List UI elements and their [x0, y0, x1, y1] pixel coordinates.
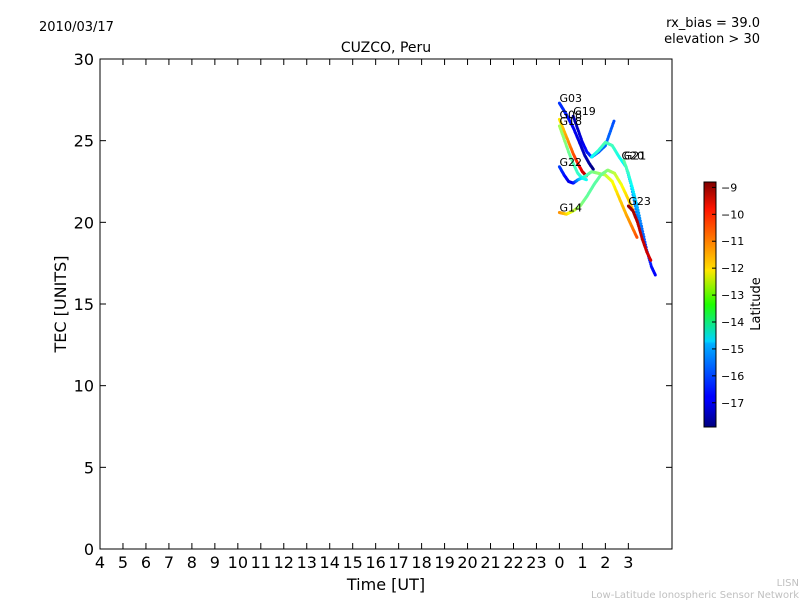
x-tick-label: 11	[251, 553, 271, 572]
tec-point	[638, 216, 642, 220]
x-tick-label: 10	[228, 553, 248, 572]
x-tick-label: 4	[95, 553, 105, 572]
colorbar-label: Latitude	[749, 277, 764, 331]
colorbar-tick-label: −12	[721, 262, 744, 275]
x-tick-label: 23	[526, 553, 546, 572]
x-axis: 4 5 6 7 8 9 10 11 12 13 14 15 16 17 18 19 20 21 22 23 0 1 2 3	[95, 59, 633, 572]
tec-point	[638, 219, 642, 223]
tec-point	[634, 201, 638, 205]
tec-point	[636, 208, 640, 212]
satellite-label: G14	[559, 202, 582, 215]
x-tick-label: 7	[164, 553, 174, 572]
tec-point	[635, 235, 639, 239]
tec-point	[639, 222, 643, 226]
y-tick-label: 5	[84, 458, 94, 477]
colorbar-tick-label: −9	[721, 181, 737, 194]
satellite-label: G20	[621, 149, 644, 162]
tec-point	[591, 167, 595, 171]
tec-point	[640, 227, 644, 231]
tec-point	[641, 232, 645, 236]
y-axis-label: TEC [UNITS]	[51, 256, 70, 354]
x-tick-label: 19	[434, 553, 454, 572]
y-tick-label: 15	[74, 295, 94, 314]
y-tick-label: 10	[74, 377, 94, 396]
x-tick-label: 8	[187, 553, 197, 572]
satellite-label: G19	[573, 105, 596, 118]
data-points	[557, 101, 657, 277]
colorbar-ticks: −9 −10 −11 −12 −13 −14 −15 −16 −17	[712, 181, 744, 410]
x-tick-label: 9	[210, 553, 220, 572]
y-tick-label: 30	[74, 50, 94, 69]
x-tick-label: 0	[554, 553, 564, 572]
x-tick-label: 15	[343, 553, 363, 572]
colorbar-tick-label: −16	[721, 370, 744, 383]
date-label: 2010/03/17	[39, 20, 114, 35]
x-tick-label: 22	[503, 553, 523, 572]
satellite-label: G22	[559, 156, 582, 169]
tec-point	[636, 206, 639, 210]
x-tick-label: 21	[480, 553, 500, 572]
x-axis-label: Time [UT]	[346, 575, 425, 594]
colorbar-tick-label: −11	[721, 235, 744, 248]
tec-point	[640, 224, 644, 228]
satellite-label: G21	[624, 149, 647, 162]
y-tick-label: 20	[74, 213, 94, 232]
chart-title: CUZCO, Peru	[341, 40, 431, 56]
tec-point	[637, 214, 641, 218]
x-tick-label: 1	[577, 553, 587, 572]
y-tick-label: 0	[84, 540, 94, 559]
colorbar-tick-label: −14	[721, 316, 744, 329]
satellite-label: G23	[628, 195, 651, 208]
tec-point	[633, 194, 637, 198]
x-tick-label: 12	[274, 553, 294, 572]
x-tick-label: 18	[411, 553, 431, 572]
x-tick-label: 3	[623, 553, 633, 572]
x-tick-label: 2	[600, 553, 610, 572]
colorbar-tick-label: −17	[721, 397, 744, 410]
x-tick-label: 20	[457, 553, 477, 572]
satellite-label: G18	[559, 115, 582, 128]
plot-area	[99, 58, 673, 550]
x-tick-label: 16	[365, 553, 385, 572]
satellite-label: G03	[559, 92, 582, 105]
rx-bias-label: rx_bias = 39.0	[666, 16, 760, 31]
y-tick-label: 25	[74, 132, 94, 151]
colorbar-tick-label: −15	[721, 343, 744, 356]
tec-point	[649, 258, 653, 262]
x-tick-label: 6	[141, 553, 151, 572]
colorbar-tick-label: −13	[721, 289, 744, 302]
colorbar-tick-label: −10	[721, 208, 744, 221]
tec-point	[632, 190, 635, 194]
y-axis: 0 5 10 15 20 25 30	[74, 50, 672, 559]
tec-point	[612, 119, 616, 123]
elevation-label: elevation > 30	[664, 32, 760, 47]
x-tick-label: 13	[297, 553, 317, 572]
footer-lisn: LISN	[777, 578, 799, 589]
colorbar	[703, 181, 717, 428]
footer-network: Low-Latitude Ionospheric Sensor Network	[591, 590, 799, 600]
tec-point	[653, 273, 657, 277]
x-tick-label: 5	[118, 553, 128, 572]
tec-point	[584, 178, 588, 182]
tec-point	[641, 230, 645, 233]
satellite-label: G08	[559, 108, 582, 121]
tec-point	[642, 235, 646, 239]
x-tick-label: 17	[388, 553, 408, 572]
tec-point	[637, 211, 641, 215]
x-tick-label: 14	[320, 553, 340, 572]
